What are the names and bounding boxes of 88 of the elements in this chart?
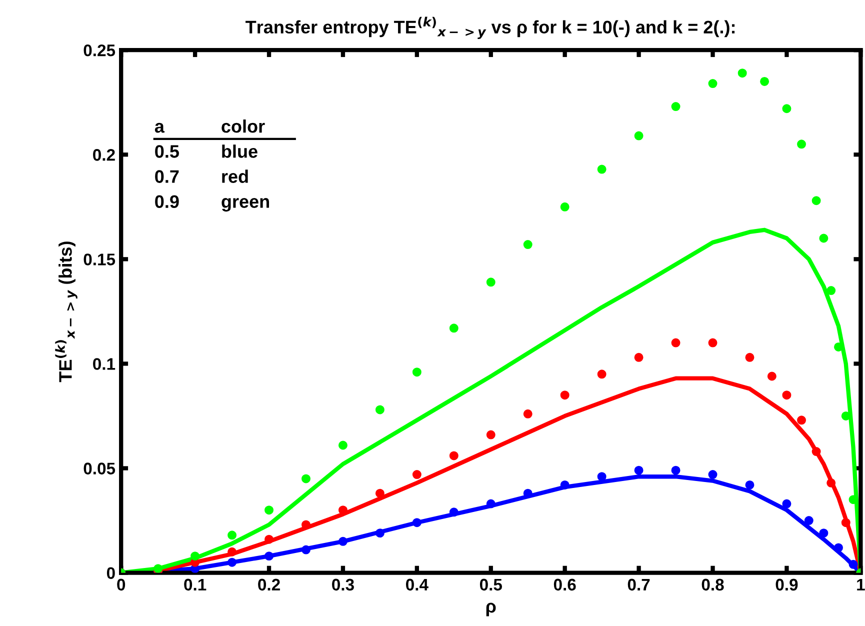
point bbox=[745, 352, 754, 362]
point bbox=[812, 196, 821, 206]
point bbox=[560, 390, 570, 400]
y-tick-label: 0.1 bbox=[93, 358, 116, 370]
point bbox=[375, 488, 384, 498]
point bbox=[848, 560, 858, 569]
point bbox=[338, 536, 348, 546]
point bbox=[782, 390, 792, 400]
x-tick-label: 0.8 bbox=[702, 578, 724, 591]
x-tick-label: 0.4 bbox=[406, 578, 428, 591]
point bbox=[190, 552, 200, 561]
x-tick-label: 0.2 bbox=[258, 578, 280, 591]
x-tick-label: 0.7 bbox=[628, 578, 650, 591]
x-tick-label: 1 bbox=[857, 578, 865, 590]
point bbox=[782, 499, 792, 508]
point bbox=[767, 372, 776, 381]
point bbox=[560, 480, 570, 490]
annotation: blue bbox=[222, 144, 258, 158]
y-tick-label: 0.15 bbox=[84, 254, 116, 266]
point bbox=[523, 409, 532, 418]
point bbox=[634, 131, 644, 140]
annotation: 0.9 bbox=[155, 195, 179, 208]
point bbox=[264, 534, 274, 544]
point bbox=[834, 543, 843, 552]
x-tick-label: 0.6 bbox=[554, 578, 576, 591]
x-tick-label: 0 bbox=[117, 578, 126, 591]
y-tick-label: 0.05 bbox=[84, 462, 116, 474]
point bbox=[228, 547, 237, 556]
point bbox=[412, 368, 422, 377]
point bbox=[228, 530, 237, 540]
point bbox=[375, 405, 384, 414]
point bbox=[338, 440, 348, 450]
point bbox=[449, 324, 458, 333]
point bbox=[819, 528, 828, 538]
y-tick-label: 0.25 bbox=[84, 44, 116, 56]
annotation: 0.7 bbox=[155, 170, 179, 183]
point bbox=[738, 68, 747, 78]
point bbox=[841, 518, 850, 528]
point bbox=[523, 240, 532, 250]
point bbox=[797, 416, 806, 425]
point bbox=[449, 508, 458, 517]
point bbox=[745, 480, 754, 490]
point bbox=[412, 470, 422, 480]
point bbox=[782, 104, 792, 114]
point bbox=[264, 506, 274, 515]
point bbox=[228, 558, 237, 567]
chart-title: Transfer entropy TE$^{(k)}$$_{x−>y}$ vs ρ for k = 10(-) and k = 2(.): bbox=[246, 16, 735, 40]
annotation: a bbox=[154, 122, 165, 133]
point bbox=[412, 518, 422, 528]
y-tick-label: 0.2 bbox=[93, 149, 115, 161]
x-tick-label: 0.3 bbox=[332, 578, 354, 591]
annotation: red bbox=[222, 170, 248, 183]
point bbox=[671, 102, 680, 112]
point bbox=[264, 552, 274, 561]
point bbox=[797, 140, 806, 149]
point bbox=[375, 528, 384, 538]
point bbox=[819, 234, 828, 243]
y-axis-title: TE$^{(k)}$$_{x−>y}$ (bits) bbox=[55, 242, 78, 382]
x-tick-label: 0.1 bbox=[184, 578, 206, 591]
point bbox=[634, 352, 644, 362]
x-tick-label: 0.5 bbox=[480, 578, 502, 591]
point bbox=[449, 451, 458, 460]
point bbox=[486, 499, 496, 508]
point bbox=[760, 76, 770, 86]
point bbox=[826, 286, 836, 296]
y-tick-label: 0 bbox=[106, 567, 115, 579]
x-tick-label: 0.9 bbox=[776, 578, 798, 591]
point bbox=[597, 164, 606, 174]
x-axis-title: ρ bbox=[486, 602, 496, 616]
point bbox=[597, 472, 606, 482]
point bbox=[486, 430, 496, 440]
annotation: green bbox=[222, 198, 269, 212]
point bbox=[812, 447, 821, 456]
point bbox=[486, 278, 496, 287]
annotation: 0.5 bbox=[155, 145, 179, 158]
point bbox=[708, 470, 718, 480]
annotation: color bbox=[222, 119, 265, 133]
point bbox=[597, 370, 606, 379]
point bbox=[634, 466, 644, 475]
point bbox=[671, 466, 680, 475]
point bbox=[826, 478, 836, 488]
point bbox=[708, 338, 718, 348]
point bbox=[804, 516, 814, 526]
point bbox=[671, 338, 680, 348]
point bbox=[708, 79, 718, 88]
point bbox=[301, 545, 310, 554]
point bbox=[301, 474, 310, 484]
point bbox=[560, 202, 570, 212]
